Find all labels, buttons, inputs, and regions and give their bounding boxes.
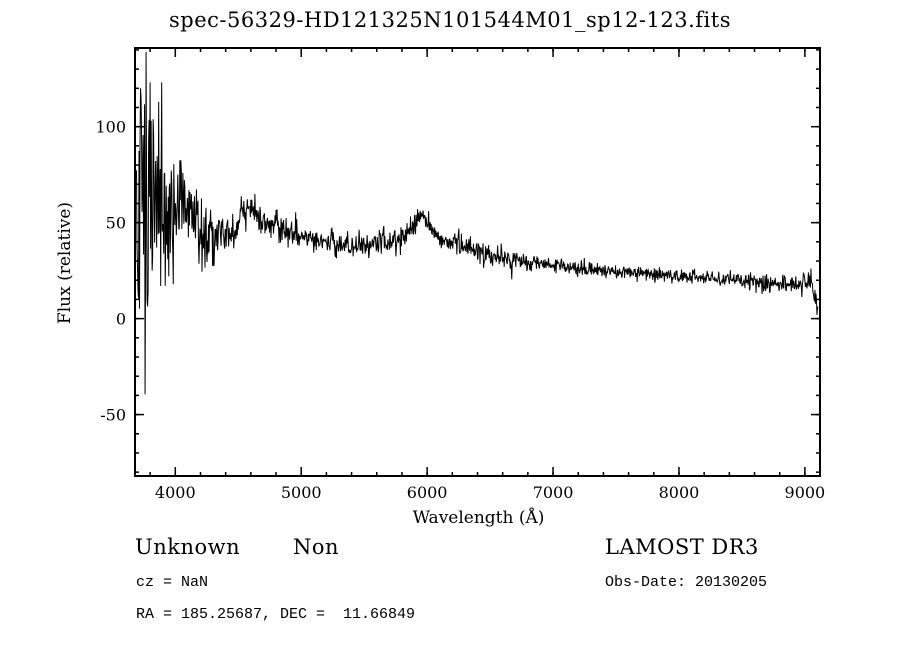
svg-text:7000: 7000: [533, 483, 574, 502]
plot-title: spec-56329-HD121325N101544M01_sp12-123.f…: [169, 8, 731, 32]
x-axis-label: Wavelength (Å): [412, 508, 545, 528]
cz-value: cz = NaN: [136, 574, 209, 591]
svg-text:50: 50: [106, 214, 126, 233]
ra-dec-value: RA = 185.25687, DEC = 11.66849: [136, 606, 416, 623]
obs-date-value: Obs-Date: 20130205: [605, 574, 768, 591]
survey-label: LAMOST DR3: [605, 535, 759, 559]
spectrum-line: [136, 51, 819, 395]
svg-text:8000: 8000: [659, 483, 700, 502]
svg-text:0: 0: [116, 310, 126, 329]
svg-text:9000: 9000: [785, 483, 826, 502]
y-axis-label: Flux (relative): [55, 201, 75, 325]
svg-text:4000: 4000: [155, 483, 196, 502]
svg-text:-50: -50: [100, 406, 126, 425]
object-class-label: Unknown: [135, 535, 241, 559]
svg-text:100: 100: [95, 118, 126, 137]
svg-text:6000: 6000: [407, 483, 448, 502]
object-subclass-label: Non: [293, 535, 340, 559]
svg-text:5000: 5000: [281, 483, 322, 502]
